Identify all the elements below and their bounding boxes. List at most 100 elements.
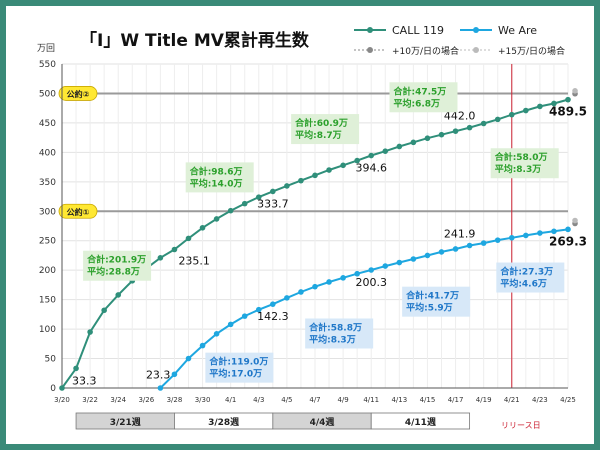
point-label: 200.3	[355, 276, 387, 289]
reference-badge: 公約①	[58, 203, 98, 219]
data-point	[284, 295, 290, 301]
data-point	[157, 255, 164, 261]
annotation-line: 平均:8.3万	[309, 333, 356, 345]
data-point	[410, 139, 417, 146]
week-band: 4/11週	[370, 412, 471, 430]
x-tick-label: 4/15	[420, 396, 436, 404]
data-point	[537, 103, 543, 110]
point-label: 235.1	[178, 255, 210, 268]
reference-lines: 公約② 公約① リリース日	[58, 64, 568, 430]
projection-marker	[572, 217, 578, 224]
data-point	[424, 252, 431, 259]
annotation-line: 合計:58.8万	[309, 321, 362, 333]
data-point	[326, 167, 332, 173]
data-point	[101, 307, 107, 314]
data-point	[59, 385, 65, 391]
point-label: 142.3	[257, 310, 289, 323]
annotation-line: 合計:47.5万	[393, 85, 446, 97]
annotation-line: 合計:98.6万	[190, 165, 243, 177]
data-point	[241, 200, 248, 207]
axes: 0 50 100 150 200 250 300 350 400 450 500 550 3/20 3/2…	[39, 60, 576, 404]
y-tick-label: 400	[39, 148, 56, 158]
chart-title: 「I」W Title MV累計再生数	[80, 30, 310, 51]
point-label: 269.3	[549, 234, 587, 248]
data-point	[312, 283, 318, 290]
y-axis-unit: 万回	[37, 43, 55, 54]
data-point	[185, 355, 192, 362]
data-point	[199, 224, 206, 231]
x-tick-label: 4/13	[391, 396, 407, 404]
reference-badge: 公約②	[58, 86, 98, 101]
week-band: 3/28週	[174, 412, 274, 430]
point-labels: 33.3 235.1 333.7 394.6 442.0 489.5 23.3 142.3 20…	[72, 105, 587, 388]
y-tick-label: 450	[39, 119, 56, 129]
x-tick-label: 4/19	[476, 396, 492, 404]
week-band-bg	[370, 412, 471, 430]
y-tick-label: 350	[39, 178, 56, 188]
data-point	[171, 371, 178, 378]
data-point	[410, 256, 417, 262]
y-tick-label: 250	[39, 237, 56, 247]
legend-marker	[473, 47, 479, 53]
legend-entry: +10万/日の場合	[354, 45, 459, 57]
week-band-label: 4/4週	[310, 417, 336, 428]
annotation-line: 平均:17.0万	[209, 368, 262, 380]
x-tick-label: 4/3	[253, 396, 264, 404]
annotation-line: 平均:14.0万	[190, 177, 243, 189]
annotation-bg	[490, 148, 559, 179]
annotation-line: 平均:28.8万	[87, 266, 140, 278]
y-tick-label: 50	[45, 355, 57, 365]
data-point	[382, 263, 389, 269]
credit-text: @yun_ini03	[531, 430, 584, 440]
annotation-line: 平均:8.7万	[295, 129, 342, 141]
week-band-label: 3/28週	[208, 417, 240, 428]
annotation-line: 合計:60.9万	[295, 117, 348, 129]
data-point	[213, 216, 220, 222]
x-tick-label: 3/28	[167, 396, 183, 404]
data-point	[270, 301, 276, 307]
legend-entry: CALL 119	[354, 24, 444, 37]
data-point	[523, 232, 529, 239]
legend-marker	[367, 47, 373, 53]
data-point	[354, 157, 360, 164]
legend-label: +15万/日の場合	[498, 45, 565, 57]
x-tick-label: 4/9	[337, 396, 348, 404]
data-point	[368, 152, 375, 159]
data-point	[241, 313, 248, 319]
x-tick-label: 4/23	[532, 396, 548, 404]
data-point	[185, 235, 192, 242]
data-point	[480, 240, 487, 246]
point-label: 23.3	[146, 368, 171, 381]
week-band-label: 3/21週	[110, 417, 142, 428]
annotation-line: 合計:58.0万	[495, 151, 548, 163]
annotation-line: 合計:41.7万	[406, 290, 459, 302]
annotation-bg	[291, 114, 360, 145]
release-label: リリース日	[501, 421, 541, 430]
data-point	[87, 329, 93, 335]
data-point	[551, 228, 557, 235]
data-point	[255, 306, 262, 313]
data-point	[466, 124, 473, 131]
data-point	[227, 207, 234, 214]
annotation-line: 平均:5.9万	[406, 302, 453, 314]
x-tick-label: 3/30	[195, 396, 211, 404]
annotation-line: 合計:27.3万	[500, 266, 553, 278]
data-point	[396, 259, 403, 266]
data-point	[438, 131, 445, 138]
week-band: 4/4週	[272, 412, 372, 430]
data-point	[73, 365, 79, 372]
data-point	[565, 96, 571, 103]
y-tick-label: 550	[39, 60, 56, 70]
x-tick-label: 3/22	[82, 396, 98, 404]
x-tick-label: 4/17	[448, 396, 464, 404]
chart-canvas: 「I」W Title MV累計再生数 万回 公約② 公約① リリース日 0 50 100…	[37, 24, 587, 430]
data-point	[298, 289, 304, 295]
data-point	[227, 321, 234, 328]
data-point	[340, 162, 346, 169]
data-point	[452, 246, 459, 252]
data-point	[115, 292, 122, 298]
